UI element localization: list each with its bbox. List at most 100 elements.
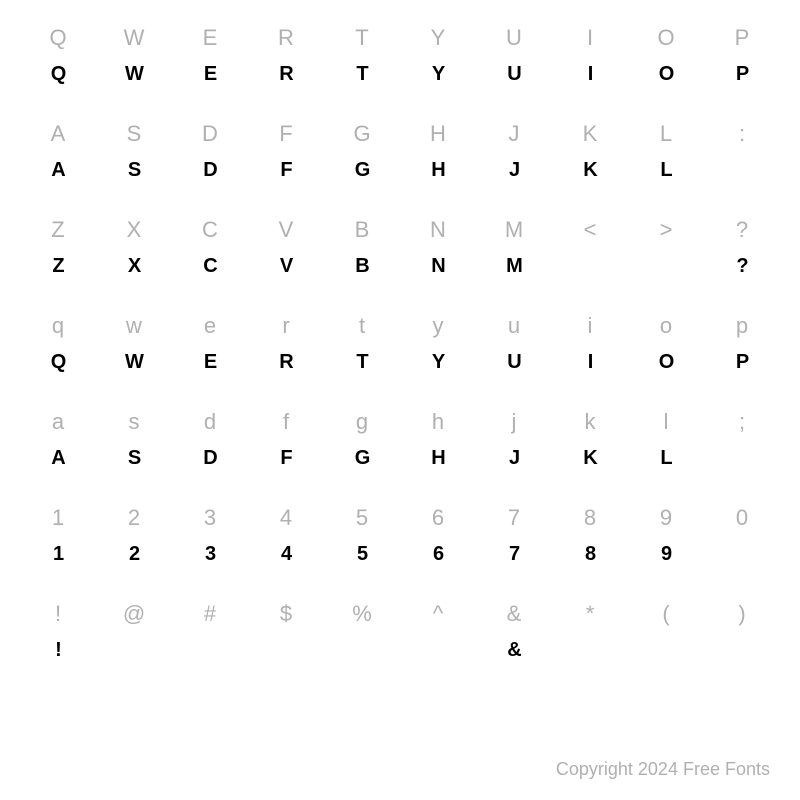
reference-char: L	[660, 116, 672, 152]
char-cell: 77	[476, 500, 552, 596]
reference-char: N	[430, 212, 446, 248]
char-cell: lL	[628, 404, 704, 500]
font-glyph: J	[509, 152, 519, 188]
font-glyph: Y	[432, 56, 444, 92]
reference-char: M	[505, 212, 523, 248]
reference-char: ^	[433, 596, 443, 632]
reference-char: g	[356, 404, 368, 440]
char-cell: 55	[324, 500, 400, 596]
reference-char: K	[583, 116, 598, 152]
font-glyph: U	[507, 56, 520, 92]
font-glyph: M	[506, 248, 522, 284]
font-glyph: 5	[357, 536, 367, 572]
char-cell: RR	[248, 20, 324, 116]
char-cell: ZZ	[20, 212, 96, 308]
char-cell: rR	[248, 308, 324, 404]
font-glyph: T	[356, 344, 367, 380]
reference-char: <	[584, 212, 597, 248]
font-glyph: A	[51, 440, 64, 476]
char-cell: HH	[400, 116, 476, 212]
font-glyph: Q	[51, 56, 66, 92]
character-map-grid: QQWWEERRTTYYUUIIOOPPAASSDDFFGGHHJJKKLL:Z…	[0, 0, 800, 692]
reference-char: o	[660, 308, 672, 344]
font-glyph: 6	[433, 536, 443, 572]
font-glyph: D	[203, 440, 216, 476]
char-cell: jJ	[476, 404, 552, 500]
font-glyph: C	[203, 248, 216, 284]
font-glyph: A	[51, 152, 64, 188]
char-cell: JJ	[476, 116, 552, 212]
font-glyph: U	[507, 344, 520, 380]
char-cell: 33	[172, 500, 248, 596]
reference-char: #	[204, 596, 216, 632]
font-glyph: &	[507, 632, 520, 668]
char-cell: &&	[476, 596, 552, 692]
reference-char: i	[588, 308, 593, 344]
char-cell: KK	[552, 116, 628, 212]
reference-char: Y	[431, 20, 446, 56]
reference-char: )	[738, 596, 745, 632]
char-cell: :	[704, 116, 780, 212]
reference-char: G	[353, 116, 370, 152]
reference-char: W	[124, 20, 145, 56]
char-cell: gG	[324, 404, 400, 500]
char-cell: ;	[704, 404, 780, 500]
font-glyph: N	[431, 248, 444, 284]
reference-char: 5	[356, 500, 368, 536]
reference-char: X	[127, 212, 142, 248]
char-cell: GG	[324, 116, 400, 212]
char-cell: SS	[96, 116, 172, 212]
char-cell: BB	[324, 212, 400, 308]
font-glyph: Y	[432, 344, 444, 380]
char-cell: pP	[704, 308, 780, 404]
reference-char: 6	[432, 500, 444, 536]
char-cell: 88	[552, 500, 628, 596]
reference-char: F	[279, 116, 292, 152]
font-glyph: L	[660, 152, 671, 188]
reference-char: !	[55, 596, 61, 632]
reference-char: P	[735, 20, 750, 56]
char-cell: iI	[552, 308, 628, 404]
font-glyph: J	[509, 440, 519, 476]
reference-char: u	[508, 308, 520, 344]
font-glyph: W	[125, 56, 143, 92]
font-glyph: S	[128, 440, 140, 476]
font-glyph: R	[279, 56, 292, 92]
reference-char: 7	[508, 500, 520, 536]
reference-char: C	[202, 212, 218, 248]
reference-char: Q	[49, 20, 66, 56]
reference-char: :	[739, 116, 745, 152]
reference-char: ?	[736, 212, 748, 248]
reference-char: U	[506, 20, 522, 56]
char-cell: )	[704, 596, 780, 692]
reference-char: S	[127, 116, 142, 152]
font-glyph: Z	[52, 248, 63, 284]
reference-char: p	[736, 308, 748, 344]
char-cell: @	[96, 596, 172, 692]
char-cell: eE	[172, 308, 248, 404]
font-glyph: F	[280, 152, 291, 188]
char-cell: (	[628, 596, 704, 692]
char-cell: sS	[96, 404, 172, 500]
font-glyph: B	[355, 248, 368, 284]
font-glyph: G	[355, 152, 370, 188]
font-glyph: 4	[281, 536, 291, 572]
char-cell: FF	[248, 116, 324, 212]
reference-char: 0	[736, 500, 748, 536]
char-cell: *	[552, 596, 628, 692]
font-glyph: 9	[661, 536, 671, 572]
font-glyph: K	[583, 152, 596, 188]
char-cell: YY	[400, 20, 476, 116]
char-cell: >	[628, 212, 704, 308]
font-glyph: D	[203, 152, 216, 188]
char-cell: II	[552, 20, 628, 116]
char-cell: #	[172, 596, 248, 692]
font-glyph: H	[431, 152, 444, 188]
char-cell: aA	[20, 404, 96, 500]
char-cell: PP	[704, 20, 780, 116]
reference-char: %	[352, 596, 372, 632]
reference-char: B	[355, 212, 370, 248]
reference-char: j	[512, 404, 517, 440]
font-glyph: T	[356, 56, 367, 92]
char-cell: kK	[552, 404, 628, 500]
